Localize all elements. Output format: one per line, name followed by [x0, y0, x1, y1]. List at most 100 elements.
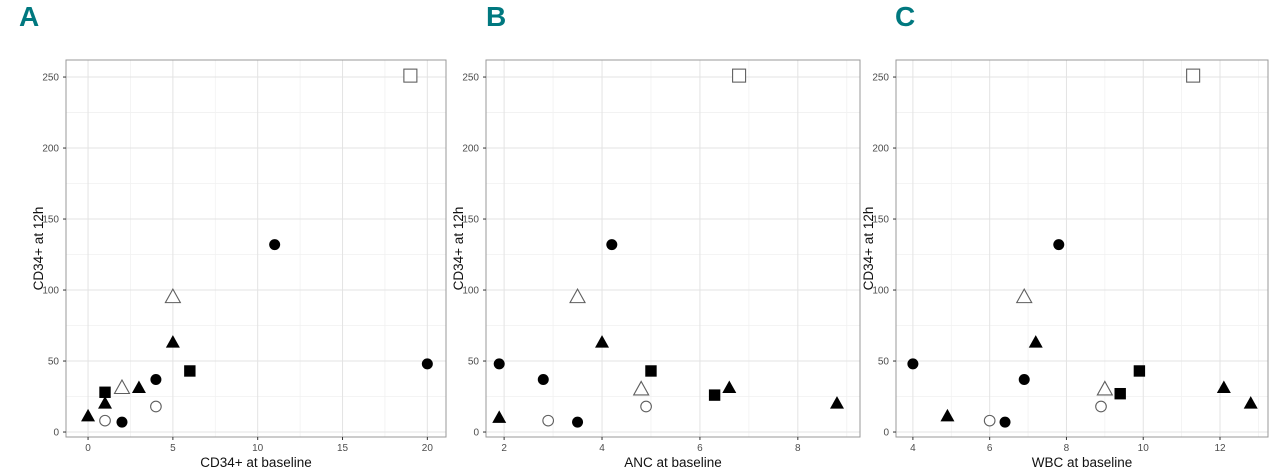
y-tick-label: 200: [872, 144, 889, 155]
filled-circle-point: [150, 373, 162, 385]
open-circle-point: [542, 414, 555, 427]
filled-square-point: [645, 365, 657, 377]
panel-border: [485, 59, 861, 438]
x-tick-label: 8: [795, 443, 801, 454]
axes: 4 6 8 10 12 0 50 100 150 200 250: [872, 73, 1226, 454]
y-tick-label: 250: [42, 73, 59, 84]
panel-label-c: C: [895, 1, 916, 32]
open-circle-point: [150, 400, 162, 413]
y-tick-label: 0: [53, 428, 59, 439]
major-gridlines: [486, 60, 860, 437]
x-tick-label: 0: [85, 443, 91, 454]
filled-triangle-point: [940, 408, 955, 422]
filled-circle-point: [421, 358, 433, 370]
open-triangle-point: [569, 288, 586, 304]
minor-gridlines: [66, 60, 446, 437]
filled-triangle-point: [1243, 396, 1258, 409]
y-tick-label: 150: [872, 215, 889, 226]
panel-label-a: A: [19, 1, 40, 32]
x-tick-label: 6: [987, 443, 993, 454]
y-tick-label: 200: [462, 144, 479, 155]
open-circle-point: [640, 400, 652, 413]
open-triangle-point: [113, 378, 131, 395]
major-gridlines: [66, 60, 446, 437]
filled-square-point: [708, 389, 721, 401]
open-triangle-point: [164, 288, 182, 304]
y-tick-label: 100: [42, 286, 59, 297]
panel-label-b: B: [486, 1, 507, 32]
panel-border: [895, 59, 1269, 438]
open-circle-point: [99, 414, 111, 427]
filled-triangle-point: [1216, 380, 1231, 394]
filled-circle-point: [269, 239, 281, 251]
y-tick-label: 250: [462, 73, 479, 84]
filled-triangle-point: [722, 380, 737, 394]
filled-triangle-point: [131, 380, 146, 394]
panel-background: [66, 60, 446, 437]
filled-triangle-point: [829, 396, 844, 409]
major-gridlines: [896, 60, 1268, 437]
panel-c: 4 6 8 10 12 0 50 100 150 200 250 WBC at baseline CD3…: [861, 59, 1269, 470]
x-tick-label: 5: [170, 443, 176, 454]
filled-circle-point: [999, 416, 1011, 428]
filled-circle-point: [606, 239, 618, 251]
x-tick-label: 20: [422, 443, 434, 454]
axes: 2 4 6 8 0 50 100 150 200 250: [462, 73, 801, 454]
filled-circle-point: [907, 358, 919, 370]
y-axis-title: CD34+ at 12h: [861, 207, 876, 291]
x-tick-label: 15: [337, 443, 349, 454]
minor-gridlines: [896, 60, 1268, 437]
x-tick-label: 2: [501, 443, 507, 454]
y-tick-label: 50: [468, 357, 480, 368]
filled-square-point: [1114, 387, 1126, 400]
open-square-point: [732, 68, 747, 83]
x-tick-label: 6: [697, 443, 703, 454]
panel-background: [896, 60, 1268, 437]
y-tick-label: 150: [462, 215, 479, 226]
filled-triangle-point: [165, 335, 180, 348]
filled-circle-point: [493, 358, 505, 370]
x-axis-title: CD34+ at baseline: [200, 455, 311, 470]
filled-triangle-point: [595, 335, 610, 348]
filled-circle-point: [116, 416, 128, 428]
panel-b: 2 4 6 8 0 50 100 150 200 250 ANC at baseline CD34+ …: [451, 59, 861, 470]
y-tick-label: 50: [48, 357, 60, 368]
data-points: [81, 68, 433, 428]
filled-triangle-point: [492, 410, 507, 423]
filled-circle-point: [1018, 373, 1030, 385]
x-axis-title: WBC at baseline: [1032, 455, 1133, 470]
filled-circle-point: [572, 416, 584, 428]
y-tick-label: 100: [462, 286, 479, 297]
y-tick-label: 200: [42, 144, 59, 155]
data-points: [492, 68, 844, 428]
panel-border: [65, 59, 447, 438]
y-tick-label: 0: [883, 428, 889, 439]
x-tick-label: 4: [910, 443, 916, 454]
x-tick-label: 10: [252, 443, 264, 454]
x-tick-label: 8: [1064, 443, 1070, 454]
open-square-point: [1186, 68, 1201, 83]
y-axis-title: CD34+ at 12h: [451, 207, 466, 291]
filled-triangle-point: [81, 408, 96, 422]
x-tick-label: 10: [1138, 443, 1150, 454]
filled-square-point: [99, 386, 111, 398]
y-tick-label: 250: [872, 73, 889, 84]
filled-triangle-point: [98, 396, 113, 409]
y-axis-title: CD34+ at 12h: [31, 207, 46, 291]
filled-circle-point: [1053, 239, 1065, 251]
open-triangle-point: [632, 380, 650, 396]
x-tick-label: 12: [1214, 443, 1226, 454]
y-tick-label: 100: [872, 286, 889, 297]
open-triangle-point: [1096, 380, 1114, 396]
y-tick-label: 50: [878, 357, 890, 368]
open-circle-point: [1095, 400, 1107, 413]
filled-circle-point: [537, 373, 549, 385]
x-axis-title: ANC at baseline: [624, 455, 722, 470]
open-circle-point: [983, 414, 996, 427]
filled-triangle-point: [1028, 335, 1043, 348]
filled-square-point: [184, 365, 196, 377]
